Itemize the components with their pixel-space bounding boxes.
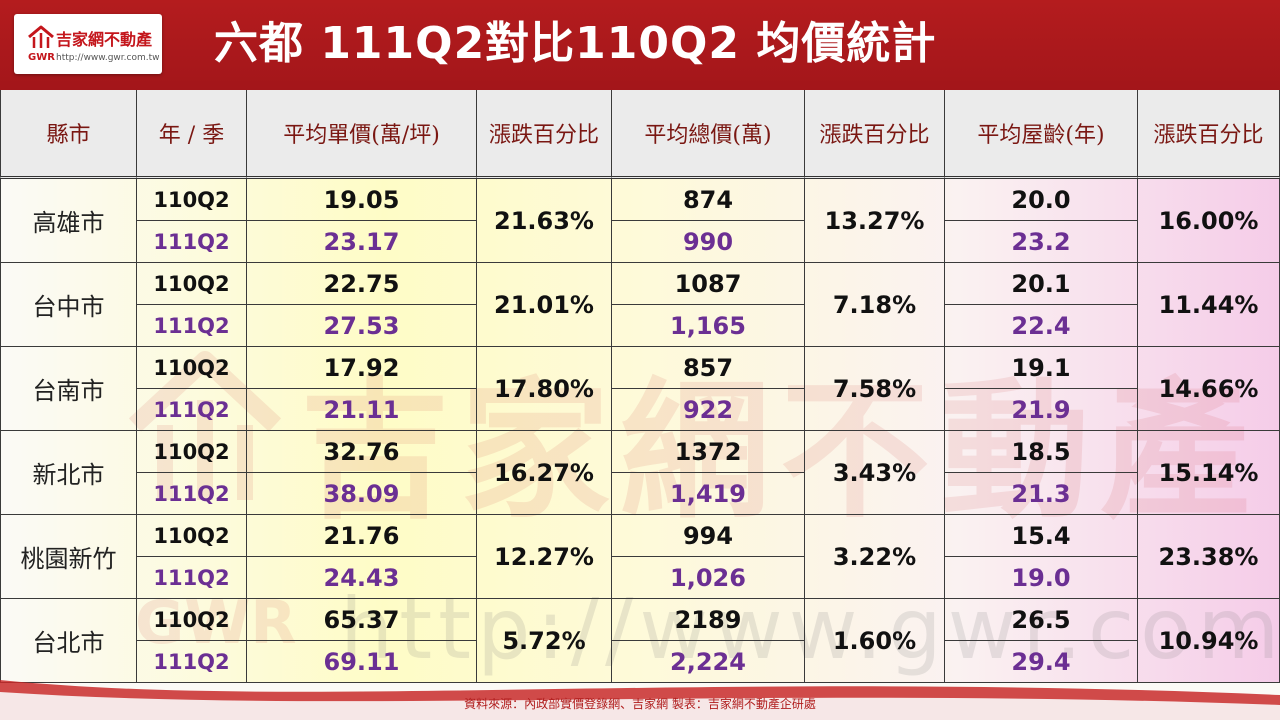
col-header-city: 縣市: [0, 90, 137, 179]
unit-price-old-cell: 17.92: [247, 347, 477, 389]
unit-change-cell: 12.27%: [477, 515, 612, 599]
total-price-new-cell: 1,165: [612, 305, 805, 347]
header-bar: 吉家網不動產 GWR http://www.gwr.com.tw 六都 111Q…: [0, 0, 1280, 90]
total-change-cell: 3.22%: [805, 515, 945, 599]
table-grid: 縣市 年 / 季 平均單價(萬/坪) 漲跌百分比 平均總價(萬) 漲跌百分比 平…: [0, 90, 1280, 695]
age-change-cell: 23.38%: [1138, 515, 1280, 599]
unit-price-old-cell: 65.37: [247, 599, 477, 641]
period-old-cell: 110Q2: [137, 263, 247, 305]
source-note: 資料來源：內政部實價登錄網、吉家網 製表：吉家網不動產企研處: [464, 697, 816, 711]
age-new-cell: 23.2: [945, 221, 1138, 263]
total-price-new-cell: 1,026: [612, 557, 805, 599]
period-new-cell: 111Q2: [137, 305, 247, 347]
period-old-cell: 110Q2: [137, 179, 247, 221]
logo-url: http://www.gwr.com.tw: [56, 53, 160, 63]
age-old-cell: 26.5: [945, 599, 1138, 641]
table-header-background: [0, 90, 1280, 179]
city-cell: 台南市: [0, 347, 137, 431]
unit-change-cell: 21.63%: [477, 179, 612, 263]
unit-price-new-cell: 27.53: [247, 305, 477, 347]
period-old-cell: 110Q2: [137, 515, 247, 557]
age-new-cell: 22.4: [945, 305, 1138, 347]
age-change-cell: 10.94%: [1138, 599, 1280, 683]
total-price-old-cell: 1087: [612, 263, 805, 305]
unit-price-old-cell: 21.76: [247, 515, 477, 557]
age-new-cell: 29.4: [945, 641, 1138, 683]
period-new-cell: 111Q2: [137, 473, 247, 515]
total-change-cell: 7.58%: [805, 347, 945, 431]
unit-price-old-cell: 32.76: [247, 431, 477, 473]
col-header-period: 年 / 季: [137, 90, 247, 179]
unit-price-new-cell: 24.43: [247, 557, 477, 599]
logo-name: 吉家網不動產: [56, 30, 153, 49]
age-new-cell: 21.3: [945, 473, 1138, 515]
period-old-cell: 110Q2: [137, 431, 247, 473]
age-change-cell: 11.44%: [1138, 263, 1280, 347]
age-change-cell: 16.00%: [1138, 179, 1280, 263]
unit-price-new-cell: 69.11: [247, 641, 477, 683]
house-logo-icon: [28, 25, 54, 48]
unit-price-new-cell: 23.17: [247, 221, 477, 263]
total-change-cell: 7.18%: [805, 263, 945, 347]
total-change-cell: 3.43%: [805, 431, 945, 515]
col-header-unit-price: 平均單價(萬/坪): [247, 90, 477, 179]
city-cell: 桃園新竹: [0, 515, 137, 599]
total-price-new-cell: 2,224: [612, 641, 805, 683]
price-table: 吉家網不動產 GWR http://www.gwr.com.tw 縣市 年 / …: [0, 90, 1280, 695]
logo-abbr: GWR: [28, 52, 55, 63]
total-price-old-cell: 2189: [612, 599, 805, 641]
unit-change-cell: 5.72%: [477, 599, 612, 683]
age-old-cell: 20.0: [945, 179, 1138, 221]
total-price-old-cell: 1372: [612, 431, 805, 473]
total-price-old-cell: 874: [612, 179, 805, 221]
age-old-cell: 15.4: [945, 515, 1138, 557]
unit-price-new-cell: 21.11: [247, 389, 477, 431]
period-new-cell: 111Q2: [137, 389, 247, 431]
unit-price-old-cell: 19.05: [247, 179, 477, 221]
age-old-cell: 20.1: [945, 263, 1138, 305]
page-title: 六都 111Q2對比110Q2 均價統計: [214, 18, 937, 69]
unit-price-new-cell: 38.09: [247, 473, 477, 515]
period-new-cell: 111Q2: [137, 221, 247, 263]
total-price-new-cell: 922: [612, 389, 805, 431]
col-header-age-change: 漲跌百分比: [1138, 90, 1280, 179]
city-cell: 高雄市: [0, 179, 137, 263]
city-cell: 新北市: [0, 431, 137, 515]
unit-change-cell: 16.27%: [477, 431, 612, 515]
col-header-age: 平均屋齡(年): [945, 90, 1138, 179]
total-change-cell: 1.60%: [805, 599, 945, 683]
unit-change-cell: 17.80%: [477, 347, 612, 431]
table-body-background: [0, 179, 1280, 683]
age-change-cell: 15.14%: [1138, 431, 1280, 515]
period-new-cell: 111Q2: [137, 641, 247, 683]
age-new-cell: 21.9: [945, 389, 1138, 431]
total-price-new-cell: 990: [612, 221, 805, 263]
age-change-cell: 14.66%: [1138, 347, 1280, 431]
city-cell: 台中市: [0, 263, 137, 347]
total-price-new-cell: 1,419: [612, 473, 805, 515]
col-header-total-change: 漲跌百分比: [805, 90, 945, 179]
age-new-cell: 19.0: [945, 557, 1138, 599]
period-old-cell: 110Q2: [137, 599, 247, 641]
period-old-cell: 110Q2: [137, 347, 247, 389]
logo: 吉家網不動產 GWR http://www.gwr.com.tw: [14, 14, 162, 74]
city-cell: 台北市: [0, 599, 137, 683]
total-change-cell: 13.27%: [805, 179, 945, 263]
col-header-total-price: 平均總價(萬): [612, 90, 805, 179]
unit-change-cell: 21.01%: [477, 263, 612, 347]
age-old-cell: 19.1: [945, 347, 1138, 389]
total-price-old-cell: 857: [612, 347, 805, 389]
age-old-cell: 18.5: [945, 431, 1138, 473]
col-header-unit-change: 漲跌百分比: [477, 90, 612, 179]
period-new-cell: 111Q2: [137, 557, 247, 599]
total-price-old-cell: 994: [612, 515, 805, 557]
unit-price-old-cell: 22.75: [247, 263, 477, 305]
